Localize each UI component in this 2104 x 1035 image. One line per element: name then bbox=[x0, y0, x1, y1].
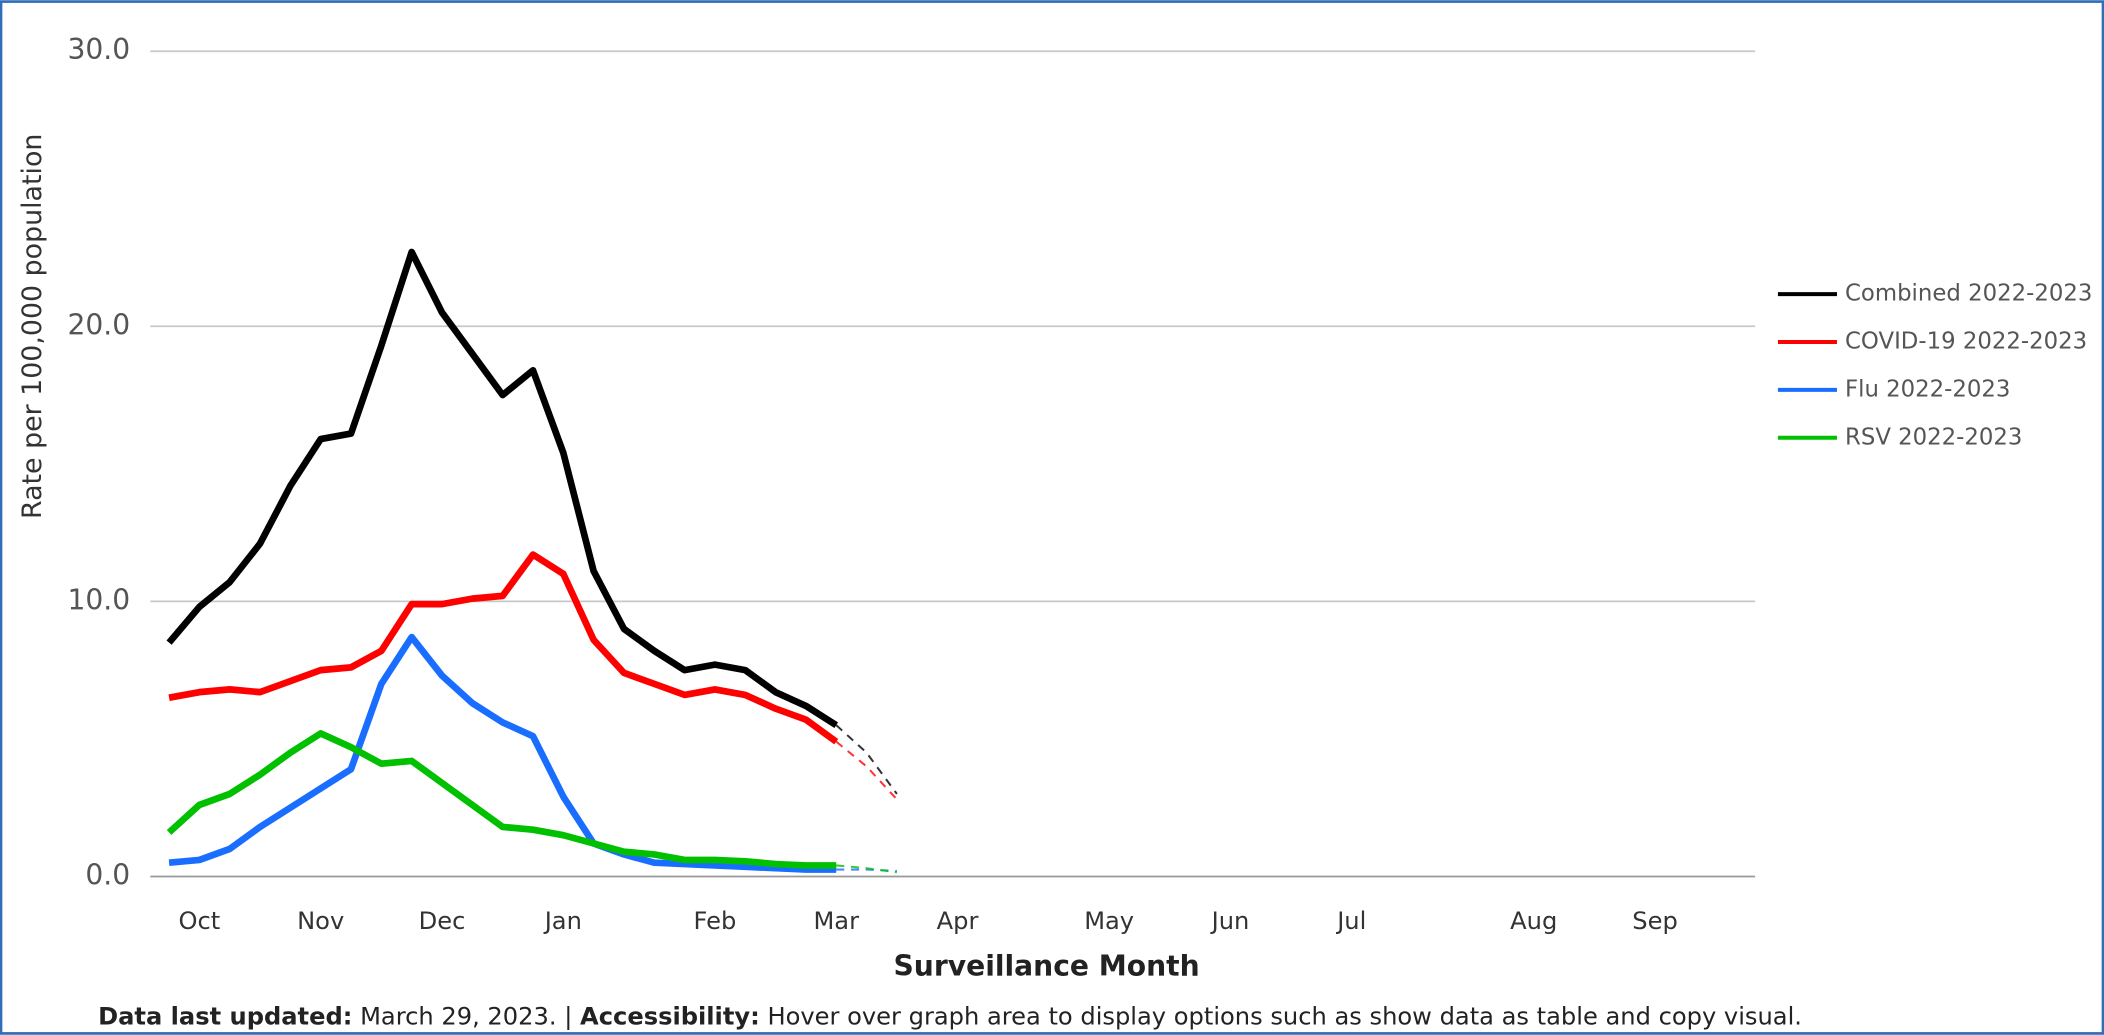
x-tick-label: Feb bbox=[694, 907, 737, 935]
x-tick-label: May bbox=[1084, 907, 1134, 935]
series-projection bbox=[836, 864, 898, 874]
y-tick-label: 0.0 bbox=[85, 858, 130, 891]
y-tick-label: 20.0 bbox=[67, 308, 130, 341]
x-tick-label: Mar bbox=[813, 907, 859, 935]
x-tick-label: Jul bbox=[1335, 907, 1366, 935]
x-tick-label: Jan bbox=[543, 907, 582, 935]
series-line bbox=[168, 633, 837, 873]
x-tick-label: Dec bbox=[419, 907, 466, 935]
footer-text: March 29, 2023. | bbox=[360, 1002, 572, 1030]
y-tick-label: 30.0 bbox=[67, 33, 130, 66]
series-line bbox=[168, 551, 839, 745]
x-tick-label: Nov bbox=[297, 907, 344, 935]
x-axis-label: Surveillance Month bbox=[894, 950, 1200, 983]
legend-label: COVID-19 2022-2023 bbox=[1845, 328, 2087, 354]
x-tick-label: Oct bbox=[179, 907, 221, 935]
legend-label: Combined 2022-2023 bbox=[1845, 281, 2092, 307]
footer-label: Data last updated: bbox=[98, 1002, 352, 1030]
footer-text: Hover over graph area to display options… bbox=[767, 1002, 1802, 1030]
x-tick-label: Aug bbox=[1510, 907, 1557, 935]
footer-label: Accessibility: bbox=[580, 1002, 760, 1030]
series-line bbox=[166, 248, 839, 728]
legend-label: Flu 2022-2023 bbox=[1845, 376, 2010, 402]
x-tick-label: Sep bbox=[1632, 907, 1678, 935]
legend-label: RSV 2022-2023 bbox=[1845, 424, 2022, 450]
y-axis-label: Rate per 100,000 population bbox=[17, 134, 48, 519]
x-tick-label: Jun bbox=[1210, 907, 1250, 935]
x-tick-label: Apr bbox=[937, 907, 979, 935]
series-projection bbox=[835, 724, 898, 795]
footer: Data last updated: March 29, 2023. | Acc… bbox=[98, 1002, 1802, 1030]
series-line bbox=[166, 730, 837, 869]
y-tick-label: 10.0 bbox=[67, 583, 130, 616]
